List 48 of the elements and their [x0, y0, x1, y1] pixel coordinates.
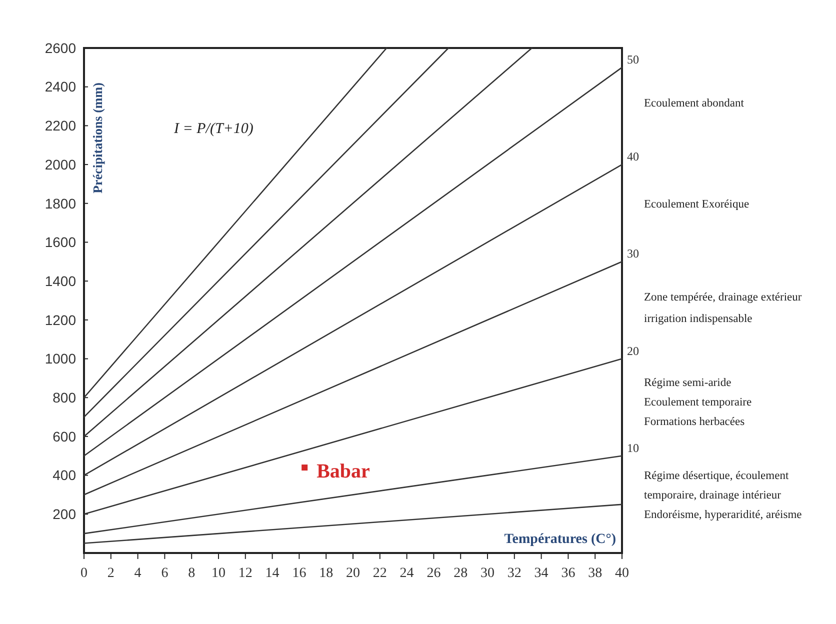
y-tick-label: 200: [52, 506, 76, 522]
x-tick-label: 16: [292, 566, 306, 581]
y-tick-label: 600: [52, 428, 76, 444]
x-tick-label: 12: [238, 566, 252, 581]
x-tick-label: 40: [615, 566, 629, 581]
x-tick-label: 28: [454, 566, 468, 581]
x-tick-label: 30: [480, 566, 494, 581]
y-tick-label: 1200: [44, 312, 76, 328]
y-tick-label: 1400: [44, 272, 76, 289]
x-tick-label: 20: [346, 566, 360, 581]
x-tick-label: 8: [188, 566, 196, 581]
x-axis-title: Températures (C°): [504, 532, 616, 547]
x-tick-label: 24: [400, 566, 414, 581]
y-axis-title: Précipitations (mm): [90, 82, 105, 194]
x-tick-label: 10: [212, 566, 226, 581]
y-tick-label: 1600: [44, 234, 76, 250]
x-tick-label: 6: [161, 566, 168, 581]
y-tick-label: 400: [52, 467, 76, 484]
y-tick-label: 2000: [44, 156, 76, 172]
y-tick-label: 2400: [44, 78, 76, 95]
y-tick-label: 1800: [44, 195, 76, 212]
series-label: 50: [627, 52, 639, 66]
y-tick-label: 2600: [44, 40, 76, 56]
text: Ecoulement abondant: [644, 97, 745, 110]
series-label: 20: [627, 344, 639, 358]
x-tick-label: 32: [507, 566, 522, 581]
x-tick-label: 34: [534, 566, 548, 581]
x-tick-label: 14: [265, 566, 280, 581]
series-label: Babar: [316, 460, 370, 483]
x-tick-label: 18: [319, 566, 334, 581]
x-tick-label: 4: [134, 566, 142, 581]
x-tick-label: 38: [588, 566, 602, 581]
annotation: I = P/(T+10): [173, 121, 254, 137]
x-tick-label: 0: [80, 566, 88, 581]
y-tick-label: 1000: [44, 350, 76, 367]
text: Régime désertique, écoulement temporaire, drainage intérieur Endoréisme, hyperaridité, aréisme: [644, 470, 802, 522]
series-label: 30: [627, 246, 639, 261]
text: Zone tempérée, drainage extérieur irrigation indispensable: [644, 292, 802, 325]
x-tick-label: 36: [561, 566, 576, 581]
x-tick-label: 22: [372, 566, 387, 581]
x-tick-label: 26: [426, 566, 441, 581]
x-tick-label: 2: [107, 566, 114, 581]
text: Régime semi-aride Ecoulement temporaire Formations herbacées: [644, 376, 752, 428]
y-tick-label: 2200: [44, 118, 76, 134]
series-label: 10: [627, 440, 639, 455]
text: Ecoulement Exoréique: [644, 198, 750, 210]
y-tick-label: 800: [52, 390, 76, 406]
series-label: 40: [627, 150, 639, 164]
